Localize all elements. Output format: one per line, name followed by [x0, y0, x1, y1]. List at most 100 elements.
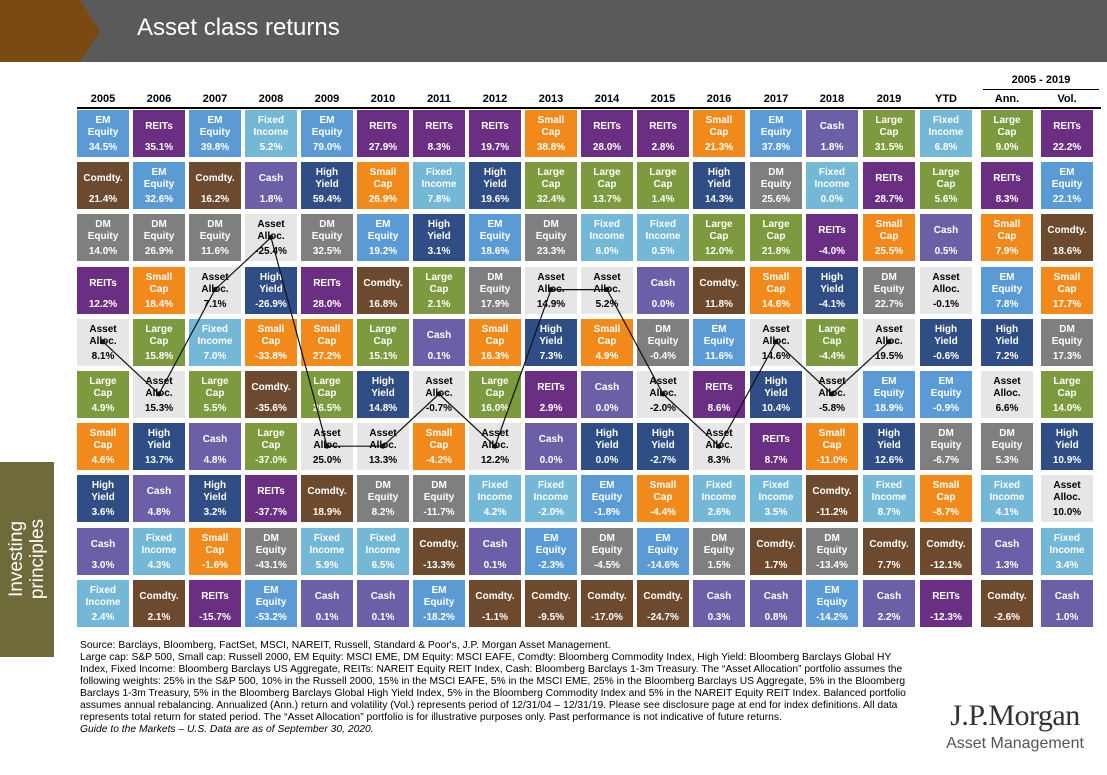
cell-cash: Cash 0.0% — [581, 371, 633, 418]
cell-asset-label: EM Equity — [479, 219, 511, 243]
cell-return-value: 8.3% — [995, 194, 1019, 206]
cell-asset-label: Small Cap — [762, 271, 790, 295]
cell-cash: Cash 1.0% — [1041, 579, 1093, 627]
cell-asset-label: High Yield — [934, 323, 958, 347]
cell-return-value: 5.3% — [995, 455, 1019, 467]
cell-high-yield: High Yield 10.9% — [1041, 423, 1093, 471]
cell-asset-label: REITs — [89, 277, 117, 289]
cell-asset-label: Asset Alloc. — [762, 323, 790, 347]
cell-asset-label: Fixed Income — [589, 219, 625, 243]
column-header-2016: 2016 — [706, 93, 732, 105]
cell-asset-label: High Yield — [427, 219, 451, 243]
cell-return-value: 0.0% — [595, 403, 619, 414]
cell-return-value: 14.3% — [704, 194, 734, 206]
cell-return-value: 10.0% — [1052, 507, 1082, 519]
cell-asset-label: Fixed Income — [701, 480, 737, 504]
cell-asset-label: Large Cap — [705, 219, 733, 243]
cell-return-value: 17.9% — [480, 298, 510, 310]
cell-high-yield: High Yield 7.2% — [981, 318, 1033, 366]
cell-dm-equity: DM Equity 17.3% — [1041, 318, 1093, 366]
cell-return-value: -4.2% — [425, 455, 453, 467]
cell-cash: Cash 2.2% — [863, 579, 915, 627]
cell-dm-equity: DM Equity 32.5% — [301, 214, 353, 262]
cell-asset-alloc: Asset Alloc. 7.1% — [189, 266, 241, 314]
cell-return-value: -17.0% — [591, 611, 623, 623]
cell-asset-label: Fixed Income — [309, 532, 345, 556]
cell-asset-label: Small Cap — [705, 115, 733, 138]
cell-em-equity: EM Equity -53.2% — [245, 579, 297, 627]
cell-return-value: -37.0% — [255, 455, 287, 467]
cell-return-value: 0.0% — [651, 298, 675, 310]
cell-asset-label: Cash — [258, 173, 284, 185]
cell-return-value: 18.6% — [1052, 246, 1082, 258]
cell-em-equity: EM Equity -14.6% — [637, 527, 689, 575]
cell-return-value: -53.2% — [255, 611, 287, 623]
cell-reits: REITs 28.0% — [301, 266, 353, 314]
cell-asset-alloc: Asset Alloc. 13.3% — [357, 423, 409, 471]
cell-asset-label: Asset Alloc. — [593, 271, 621, 295]
cell-asset-label: Fixed Income — [871, 480, 907, 504]
cell-asset-alloc: Asset Alloc. 14.6% — [750, 318, 802, 366]
cell-asset-label: High Yield — [483, 167, 507, 191]
cell-asset-label: Large Cap — [425, 271, 453, 295]
cell-return-value: 1.8% — [820, 142, 844, 153]
cell-return-value: 5.5% — [203, 403, 227, 414]
cell-asset-label: Small Cap — [425, 428, 453, 452]
cell-return-value: 14.6% — [761, 350, 791, 362]
cell-asset-label: Large Cap — [875, 115, 903, 138]
cell-em-equity: EM Equity -1.8% — [581, 475, 633, 523]
cell-return-value: 2.1% — [427, 298, 451, 310]
cell-return-value: 1.8% — [259, 194, 283, 206]
cell-reits: REITs 2.9% — [525, 371, 577, 418]
cell-return-value: 5.6% — [934, 194, 958, 206]
logo-wordmark: J.P.Morgan — [950, 699, 1080, 732]
cell-dm-equity: DM Equity 8.2% — [357, 475, 409, 523]
cell-large-cap: Large Cap 5.6% — [920, 162, 972, 210]
cell-return-value: -4.4% — [649, 507, 677, 519]
cell-fixed-income: Fixed Income 5.9% — [301, 527, 353, 575]
cell-asset-label: Cash — [1054, 590, 1080, 602]
cell-return-value: 23.3% — [536, 246, 566, 258]
cell-return-value: 3.1% — [427, 246, 451, 258]
cell-dm-equity: DM Equity 1.5% — [693, 527, 745, 575]
cell-asset-label: REITs — [369, 121, 397, 132]
cell-dm-equity: DM Equity 23.3% — [525, 214, 577, 262]
cell-em-equity: EM Equity 34.5% — [77, 110, 129, 157]
cell-asset-label: REITs — [818, 225, 846, 237]
cell-return-value: 14.0% — [1052, 403, 1082, 414]
cell-reits: REITs -12.3% — [920, 579, 972, 627]
cell-asset-label: EM Equity — [991, 271, 1023, 295]
slide-header: Asset class returns — [0, 0, 1107, 62]
cell-return-value: 3.6% — [91, 507, 115, 519]
column-header-2017: 2017 — [763, 93, 789, 105]
cell-reits: REITs 8.6% — [693, 371, 745, 418]
cell-return-value: 7.0% — [203, 350, 227, 362]
cell-return-value: -2.0% — [649, 403, 677, 414]
cell-dm-equity: DM Equity 5.3% — [981, 423, 1033, 471]
cell-large-cap: Large Cap 32.4% — [525, 162, 577, 210]
cell-return-value: -1.6% — [201, 559, 229, 571]
cell-fixed-income: Fixed Income 4.3% — [133, 527, 185, 575]
cell-asset-label: REITs — [705, 382, 733, 393]
cell-asset-label: REITs — [932, 590, 960, 602]
cell-small-cap: Small Cap 14.6% — [750, 266, 802, 314]
cell-asset-label: Asset Alloc. — [993, 376, 1021, 399]
cell-asset-label: Large Cap — [762, 219, 790, 243]
cell-asset-label: Comdty. — [83, 173, 123, 185]
cell-high-yield: High Yield -2.7% — [637, 423, 689, 471]
cell-return-value: 16.3% — [480, 350, 510, 362]
cell-return-value: 25.6% — [761, 194, 791, 206]
cell-em-equity: EM Equity 18.9% — [863, 371, 915, 418]
cell-return-value: 16.8% — [368, 298, 398, 310]
cell-reits: REITs 35.1% — [133, 110, 185, 157]
cell-em-equity: EM Equity 11.6% — [693, 318, 745, 366]
cell-asset-label: Fixed Income — [928, 115, 964, 138]
cell-return-value: 19.7% — [480, 142, 510, 153]
cell-return-value: 11.8% — [705, 298, 733, 310]
cell-small-cap: Small Cap 17.7% — [1041, 266, 1093, 314]
cell-asset-label: Small Cap — [875, 219, 903, 243]
cell-return-value: 2.1% — [147, 611, 171, 623]
cell-asset-label: REITs — [537, 382, 565, 393]
cell-return-value: 7.3% — [539, 350, 563, 362]
cell-asset-label: Large Cap — [257, 428, 285, 452]
